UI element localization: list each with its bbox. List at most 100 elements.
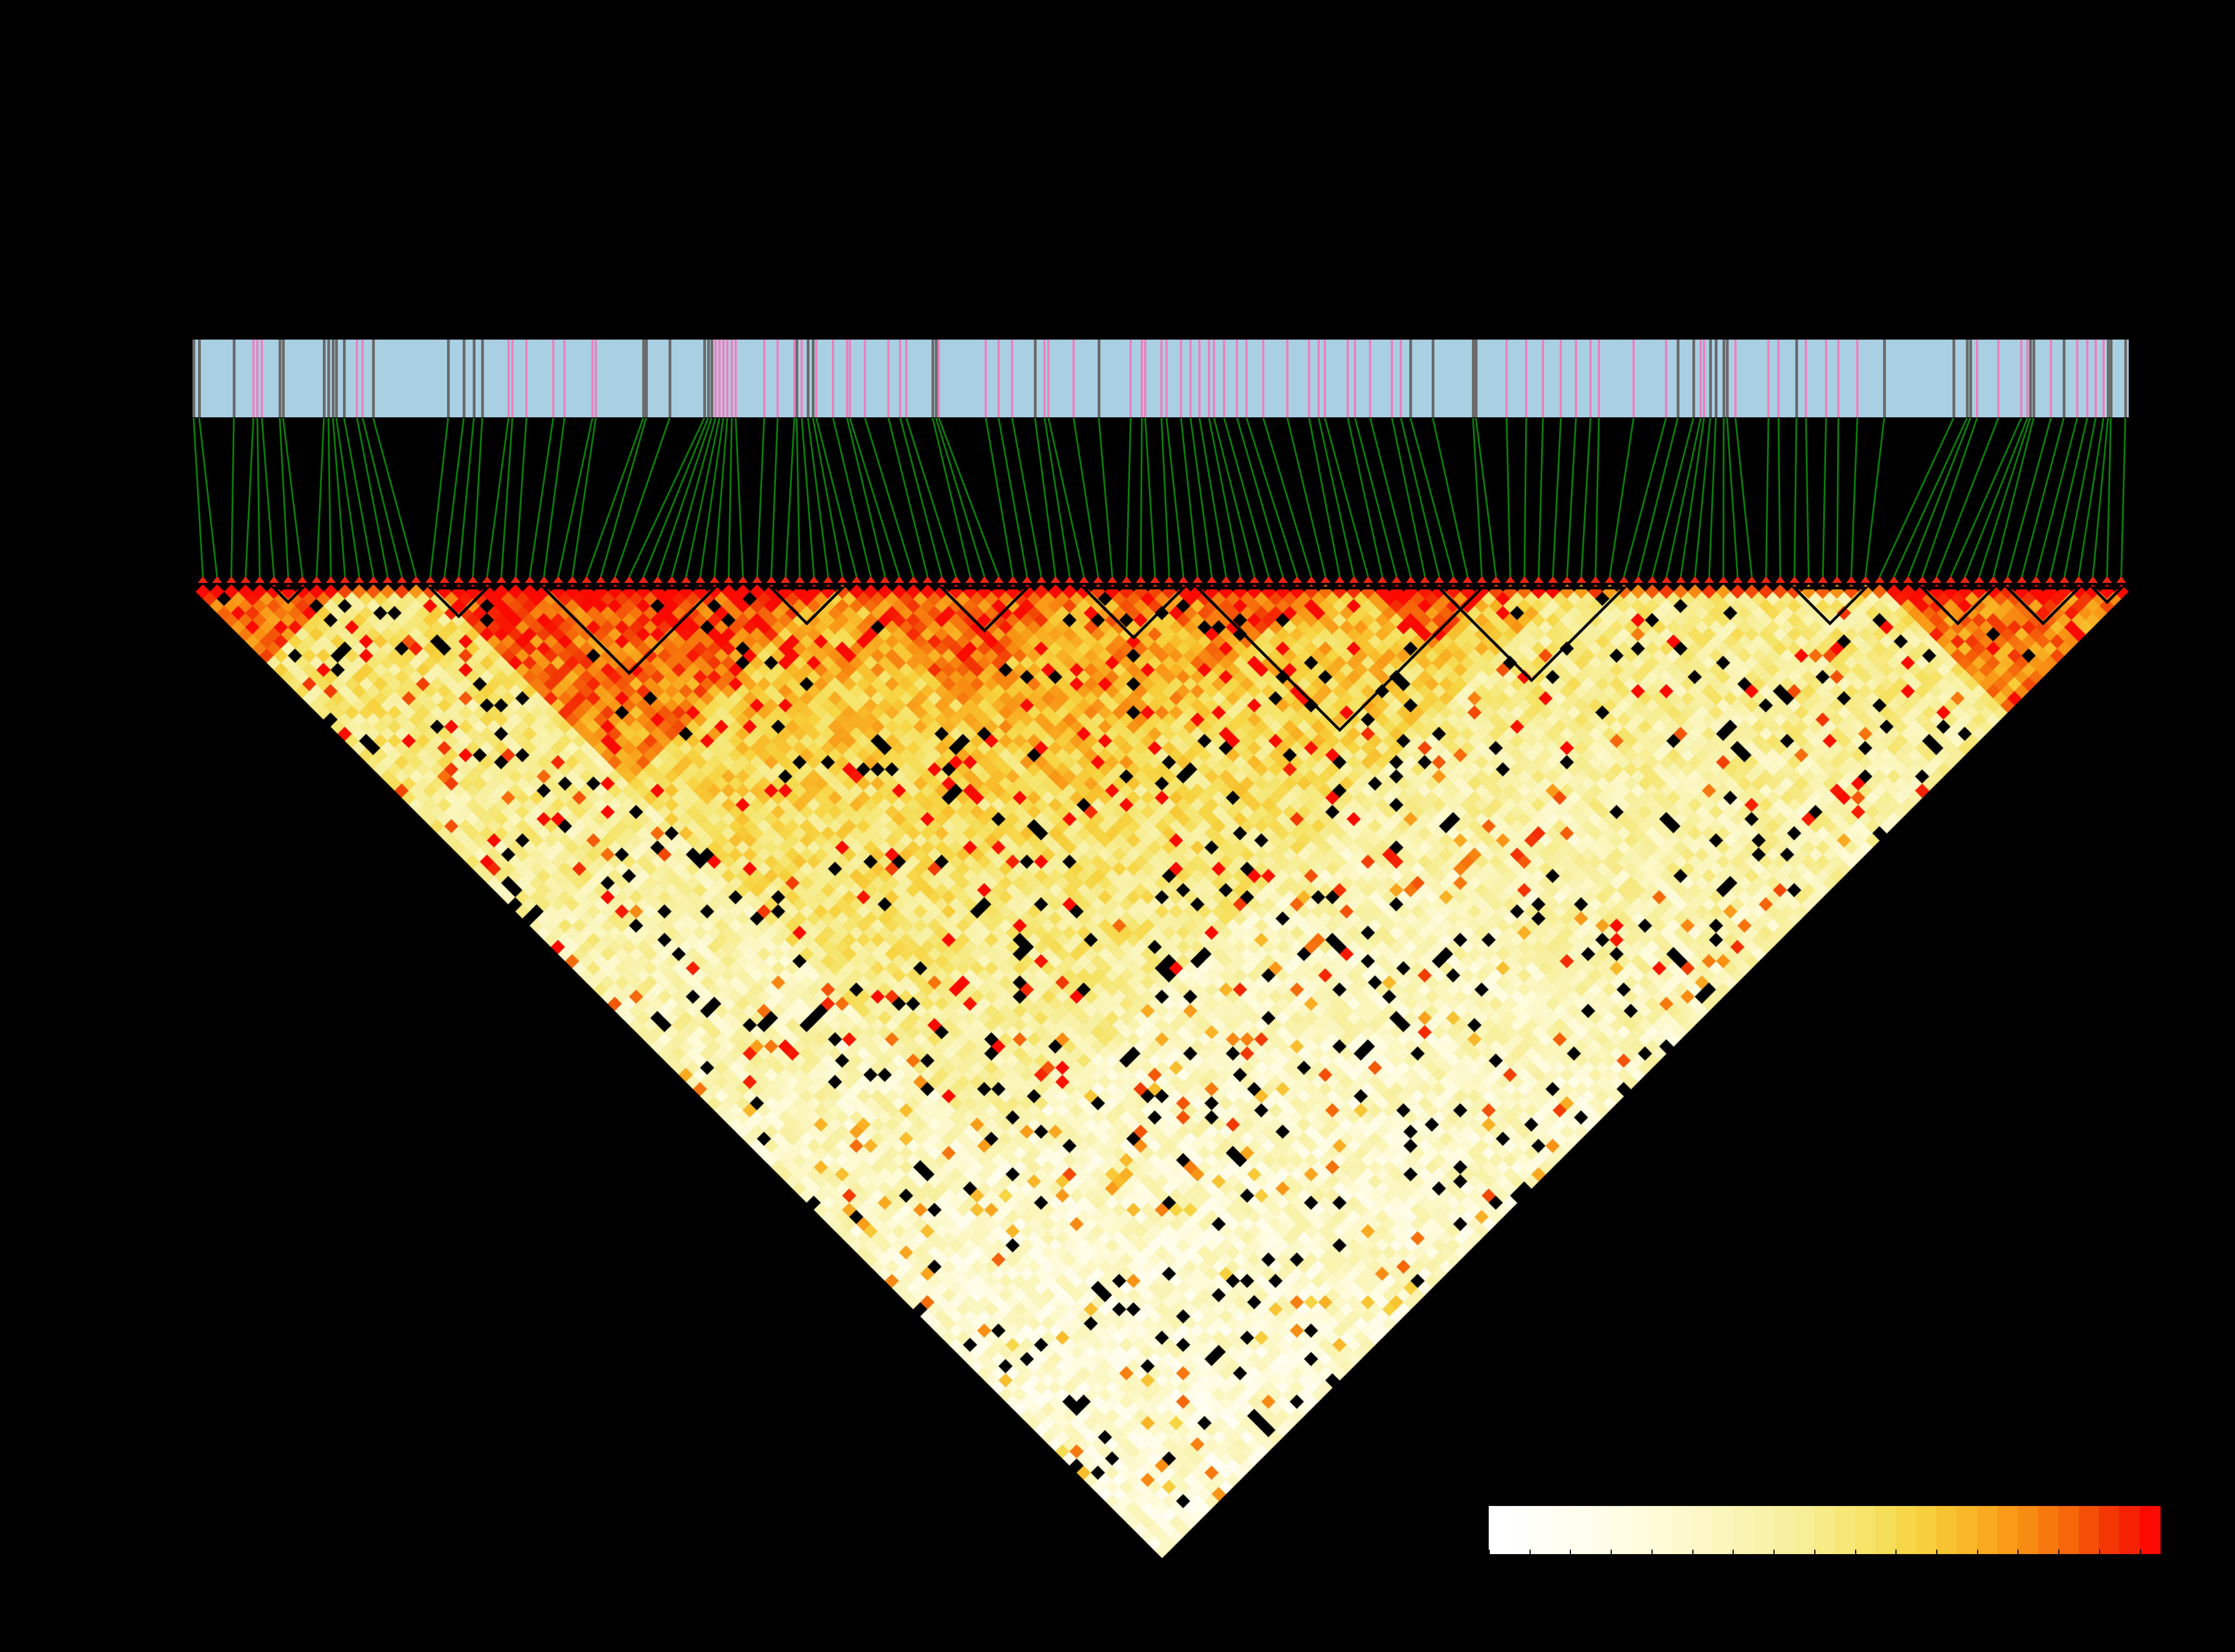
- snp-marker: [1292, 576, 1302, 583]
- color-key-segment: [1997, 1506, 2018, 1554]
- snp-marker: [326, 576, 336, 583]
- genome-tick-pink: [1400, 340, 1402, 417]
- genome-tick-pink: [997, 340, 1000, 417]
- connector-line: [727, 417, 733, 577]
- genome-tick-pink: [1011, 340, 1013, 417]
- color-key-tick: [1611, 1550, 1612, 1554]
- connector-line: [514, 417, 528, 577]
- connector-line: [1793, 417, 1798, 577]
- connector-line: [279, 417, 289, 577]
- connector-line: [713, 417, 728, 577]
- connector-line: [429, 417, 449, 577]
- genome-tick-pink: [1700, 340, 1702, 417]
- snp-marker: [283, 576, 294, 583]
- snp-marker: [994, 576, 1004, 583]
- genome-tick-pink: [1286, 340, 1288, 417]
- genome-tick-pink: [801, 340, 803, 417]
- connector-line: [1043, 417, 1071, 577]
- genome-tick-pink: [591, 340, 594, 417]
- genome-tick-pink: [511, 340, 514, 417]
- genome-tick-gray: [1722, 340, 1725, 417]
- snp-marker: [1931, 576, 1942, 583]
- genome-tick-pink: [1262, 340, 1264, 417]
- snp-marker: [2002, 576, 2013, 583]
- color-key-segment: [1956, 1506, 1978, 1554]
- snp-marker: [1391, 576, 1402, 583]
- connector-line: [500, 417, 514, 577]
- color-key-tick: [1651, 1550, 1653, 1554]
- snp-marker: [1576, 576, 1587, 583]
- genome-tick-pink: [1318, 340, 1320, 417]
- genome-tick-gray: [1714, 340, 1718, 417]
- snp-marker: [1889, 576, 1899, 583]
- color-key-segment: [1834, 1506, 1856, 1554]
- snp-marker: [1605, 576, 1615, 583]
- genome-tick-gray: [342, 340, 346, 417]
- genome-tick-pink: [1542, 340, 1544, 417]
- connector-line: [1978, 417, 2031, 577]
- color-key-tick: [2017, 1550, 2019, 1554]
- ld-block-outline: [1791, 586, 1869, 626]
- genome-tick-gray: [668, 340, 671, 417]
- snp-marker: [524, 576, 535, 583]
- connector-line: [1140, 417, 1143, 577]
- genome-tick-gray: [2109, 340, 2112, 417]
- snp-marker: [1818, 576, 1828, 583]
- genome-tick-gray: [2106, 340, 2110, 417]
- snp-marker: [425, 576, 436, 583]
- connector-line: [1126, 417, 1132, 577]
- genome-tick-gray: [1952, 340, 1955, 417]
- connector-line: [905, 417, 957, 577]
- genome-tick-pink: [595, 340, 597, 417]
- snp-marker: [1505, 576, 1516, 583]
- snp-marker: [1960, 576, 1970, 583]
- connector-line: [230, 417, 235, 577]
- genome-tick-pink: [1236, 340, 1238, 417]
- genome-position-bar: [192, 340, 2129, 417]
- connector-line: [807, 417, 829, 577]
- genome-tick-pink: [2095, 340, 2097, 417]
- color-key-segment: [2038, 1506, 2059, 1554]
- snp-marker: [1221, 576, 1231, 583]
- connector-line: [198, 417, 218, 577]
- color-key-segment: [2078, 1506, 2100, 1554]
- connector-line: [1144, 417, 1156, 577]
- genome-tick-gray: [446, 340, 450, 417]
- connector-line: [1637, 417, 1679, 577]
- connector-line: [899, 417, 943, 577]
- genome-tick-pink: [356, 340, 358, 417]
- snp-marker: [2102, 576, 2112, 583]
- connector-line: [1262, 417, 1312, 577]
- genome-tick-pink: [1072, 340, 1075, 417]
- connector-line: [372, 417, 417, 577]
- genome-tick-gray: [931, 340, 934, 417]
- genome-tick-gray: [1725, 340, 1729, 417]
- color-key-segment: [2017, 1506, 2039, 1554]
- connector-line: [1921, 417, 1978, 577]
- connector-line: [1286, 417, 1326, 577]
- connector-line: [472, 417, 483, 577]
- snp-marker: [439, 576, 450, 583]
- genome-tick-pink: [2020, 340, 2022, 417]
- snp-marker: [567, 576, 578, 583]
- connector-line: [887, 417, 929, 577]
- connector-line: [1734, 417, 1753, 577]
- genome-tick-pink: [1213, 340, 1215, 417]
- connector-line: [1708, 417, 1717, 577]
- snp-marker: [1008, 576, 1018, 583]
- snp-marker: [539, 576, 549, 583]
- genome-tick-pink: [1525, 340, 1527, 417]
- genome-tick-pink: [1160, 340, 1163, 417]
- snp-marker: [1065, 576, 1075, 583]
- connector-line: [1864, 417, 1885, 577]
- connector-line: [864, 417, 915, 577]
- color-key-tick: [1529, 1550, 1531, 1554]
- genome-tick-pink: [1043, 340, 1046, 417]
- genome-tick-pink: [815, 340, 817, 417]
- genome-tick-pink: [731, 340, 733, 417]
- genome-tick-pink: [256, 340, 258, 417]
- color-key-segment: [1794, 1506, 1815, 1554]
- genome-tick-pink: [2076, 340, 2078, 417]
- snp-marker: [1121, 576, 1132, 583]
- genome-tick-pink: [1805, 340, 1807, 417]
